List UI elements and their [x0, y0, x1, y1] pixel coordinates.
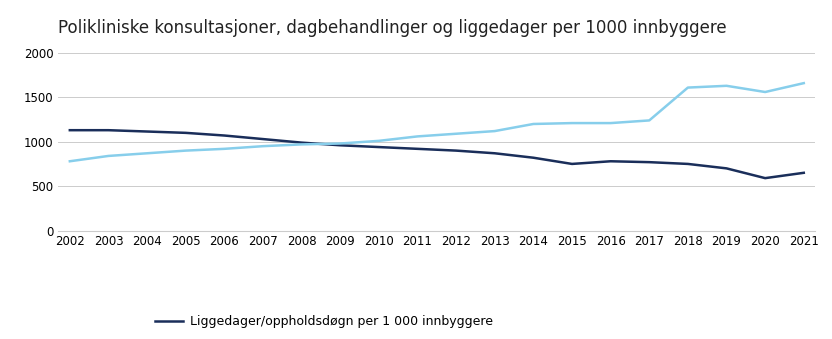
- Poliklinikk og dagbehandling per 1 000 innbyggere: [644, 118, 654, 122]
- Poliklinikk og dagbehandling per 1 000 innbyggere: [683, 85, 693, 89]
- Poliklinikk og dagbehandling per 1 000 innbyggere: [142, 151, 152, 155]
- Liggedager/oppholdsdøgn per 1 000 innbyggere: [181, 131, 191, 135]
- Liggedager/oppholdsdøgn per 1 000 innbyggere: [606, 159, 616, 163]
- Legend: Liggedager/oppholdsdøgn per 1 000 innbyggere, Poliklinikk og dagbehandling per 1: Liggedager/oppholdsdøgn per 1 000 innbyg…: [156, 315, 509, 339]
- Poliklinikk og dagbehandling per 1 000 innbyggere: [606, 121, 616, 125]
- Line: Poliklinikk og dagbehandling per 1 000 innbyggere: Poliklinikk og dagbehandling per 1 000 i…: [70, 83, 804, 161]
- Liggedager/oppholdsdøgn per 1 000 innbyggere: [528, 156, 538, 160]
- Liggedager/oppholdsdøgn per 1 000 innbyggere: [142, 129, 152, 134]
- Liggedager/oppholdsdøgn per 1 000 innbyggere: [799, 171, 809, 175]
- Liggedager/oppholdsdøgn per 1 000 innbyggere: [721, 166, 731, 171]
- Liggedager/oppholdsdøgn per 1 000 innbyggere: [374, 145, 384, 149]
- Liggedager/oppholdsdøgn per 1 000 innbyggere: [490, 151, 500, 155]
- Poliklinikk og dagbehandling per 1 000 innbyggere: [335, 141, 345, 145]
- Liggedager/oppholdsdøgn per 1 000 innbyggere: [451, 148, 461, 153]
- Poliklinikk og dagbehandling per 1 000 innbyggere: [567, 121, 577, 125]
- Poliklinikk og dagbehandling per 1 000 innbyggere: [490, 129, 500, 133]
- Poliklinikk og dagbehandling per 1 000 innbyggere: [528, 122, 538, 126]
- Liggedager/oppholdsdøgn per 1 000 innbyggere: [644, 160, 654, 164]
- Liggedager/oppholdsdøgn per 1 000 innbyggere: [65, 128, 75, 132]
- Poliklinikk og dagbehandling per 1 000 innbyggere: [451, 132, 461, 136]
- Liggedager/oppholdsdøgn per 1 000 innbyggere: [567, 162, 577, 166]
- Poliklinikk og dagbehandling per 1 000 innbyggere: [721, 84, 731, 88]
- Poliklinikk og dagbehandling per 1 000 innbyggere: [181, 148, 191, 153]
- Liggedager/oppholdsdøgn per 1 000 innbyggere: [220, 134, 230, 138]
- Liggedager/oppholdsdøgn per 1 000 innbyggere: [413, 147, 423, 151]
- Poliklinikk og dagbehandling per 1 000 innbyggere: [220, 147, 230, 151]
- Poliklinikk og dagbehandling per 1 000 innbyggere: [799, 81, 809, 85]
- Liggedager/oppholdsdøgn per 1 000 innbyggere: [103, 128, 113, 132]
- Liggedager/oppholdsdøgn per 1 000 innbyggere: [760, 176, 770, 180]
- Poliklinikk og dagbehandling per 1 000 innbyggere: [760, 90, 770, 94]
- Liggedager/oppholdsdøgn per 1 000 innbyggere: [335, 143, 345, 147]
- Poliklinikk og dagbehandling per 1 000 innbyggere: [297, 142, 307, 146]
- Poliklinikk og dagbehandling per 1 000 innbyggere: [258, 144, 268, 148]
- Liggedager/oppholdsdøgn per 1 000 innbyggere: [683, 162, 693, 166]
- Poliklinikk og dagbehandling per 1 000 innbyggere: [413, 134, 423, 138]
- Text: Polikliniske konsultasjoner, dagbehandlinger og liggedager per 1000 innbyggere: Polikliniske konsultasjoner, dagbehandli…: [58, 19, 727, 37]
- Liggedager/oppholdsdøgn per 1 000 innbyggere: [297, 141, 307, 145]
- Poliklinikk og dagbehandling per 1 000 innbyggere: [374, 139, 384, 143]
- Liggedager/oppholdsdøgn per 1 000 innbyggere: [258, 137, 268, 141]
- Line: Liggedager/oppholdsdøgn per 1 000 innbyggere: Liggedager/oppholdsdøgn per 1 000 innbyg…: [70, 130, 804, 178]
- Poliklinikk og dagbehandling per 1 000 innbyggere: [103, 154, 113, 158]
- Poliklinikk og dagbehandling per 1 000 innbyggere: [65, 159, 75, 163]
